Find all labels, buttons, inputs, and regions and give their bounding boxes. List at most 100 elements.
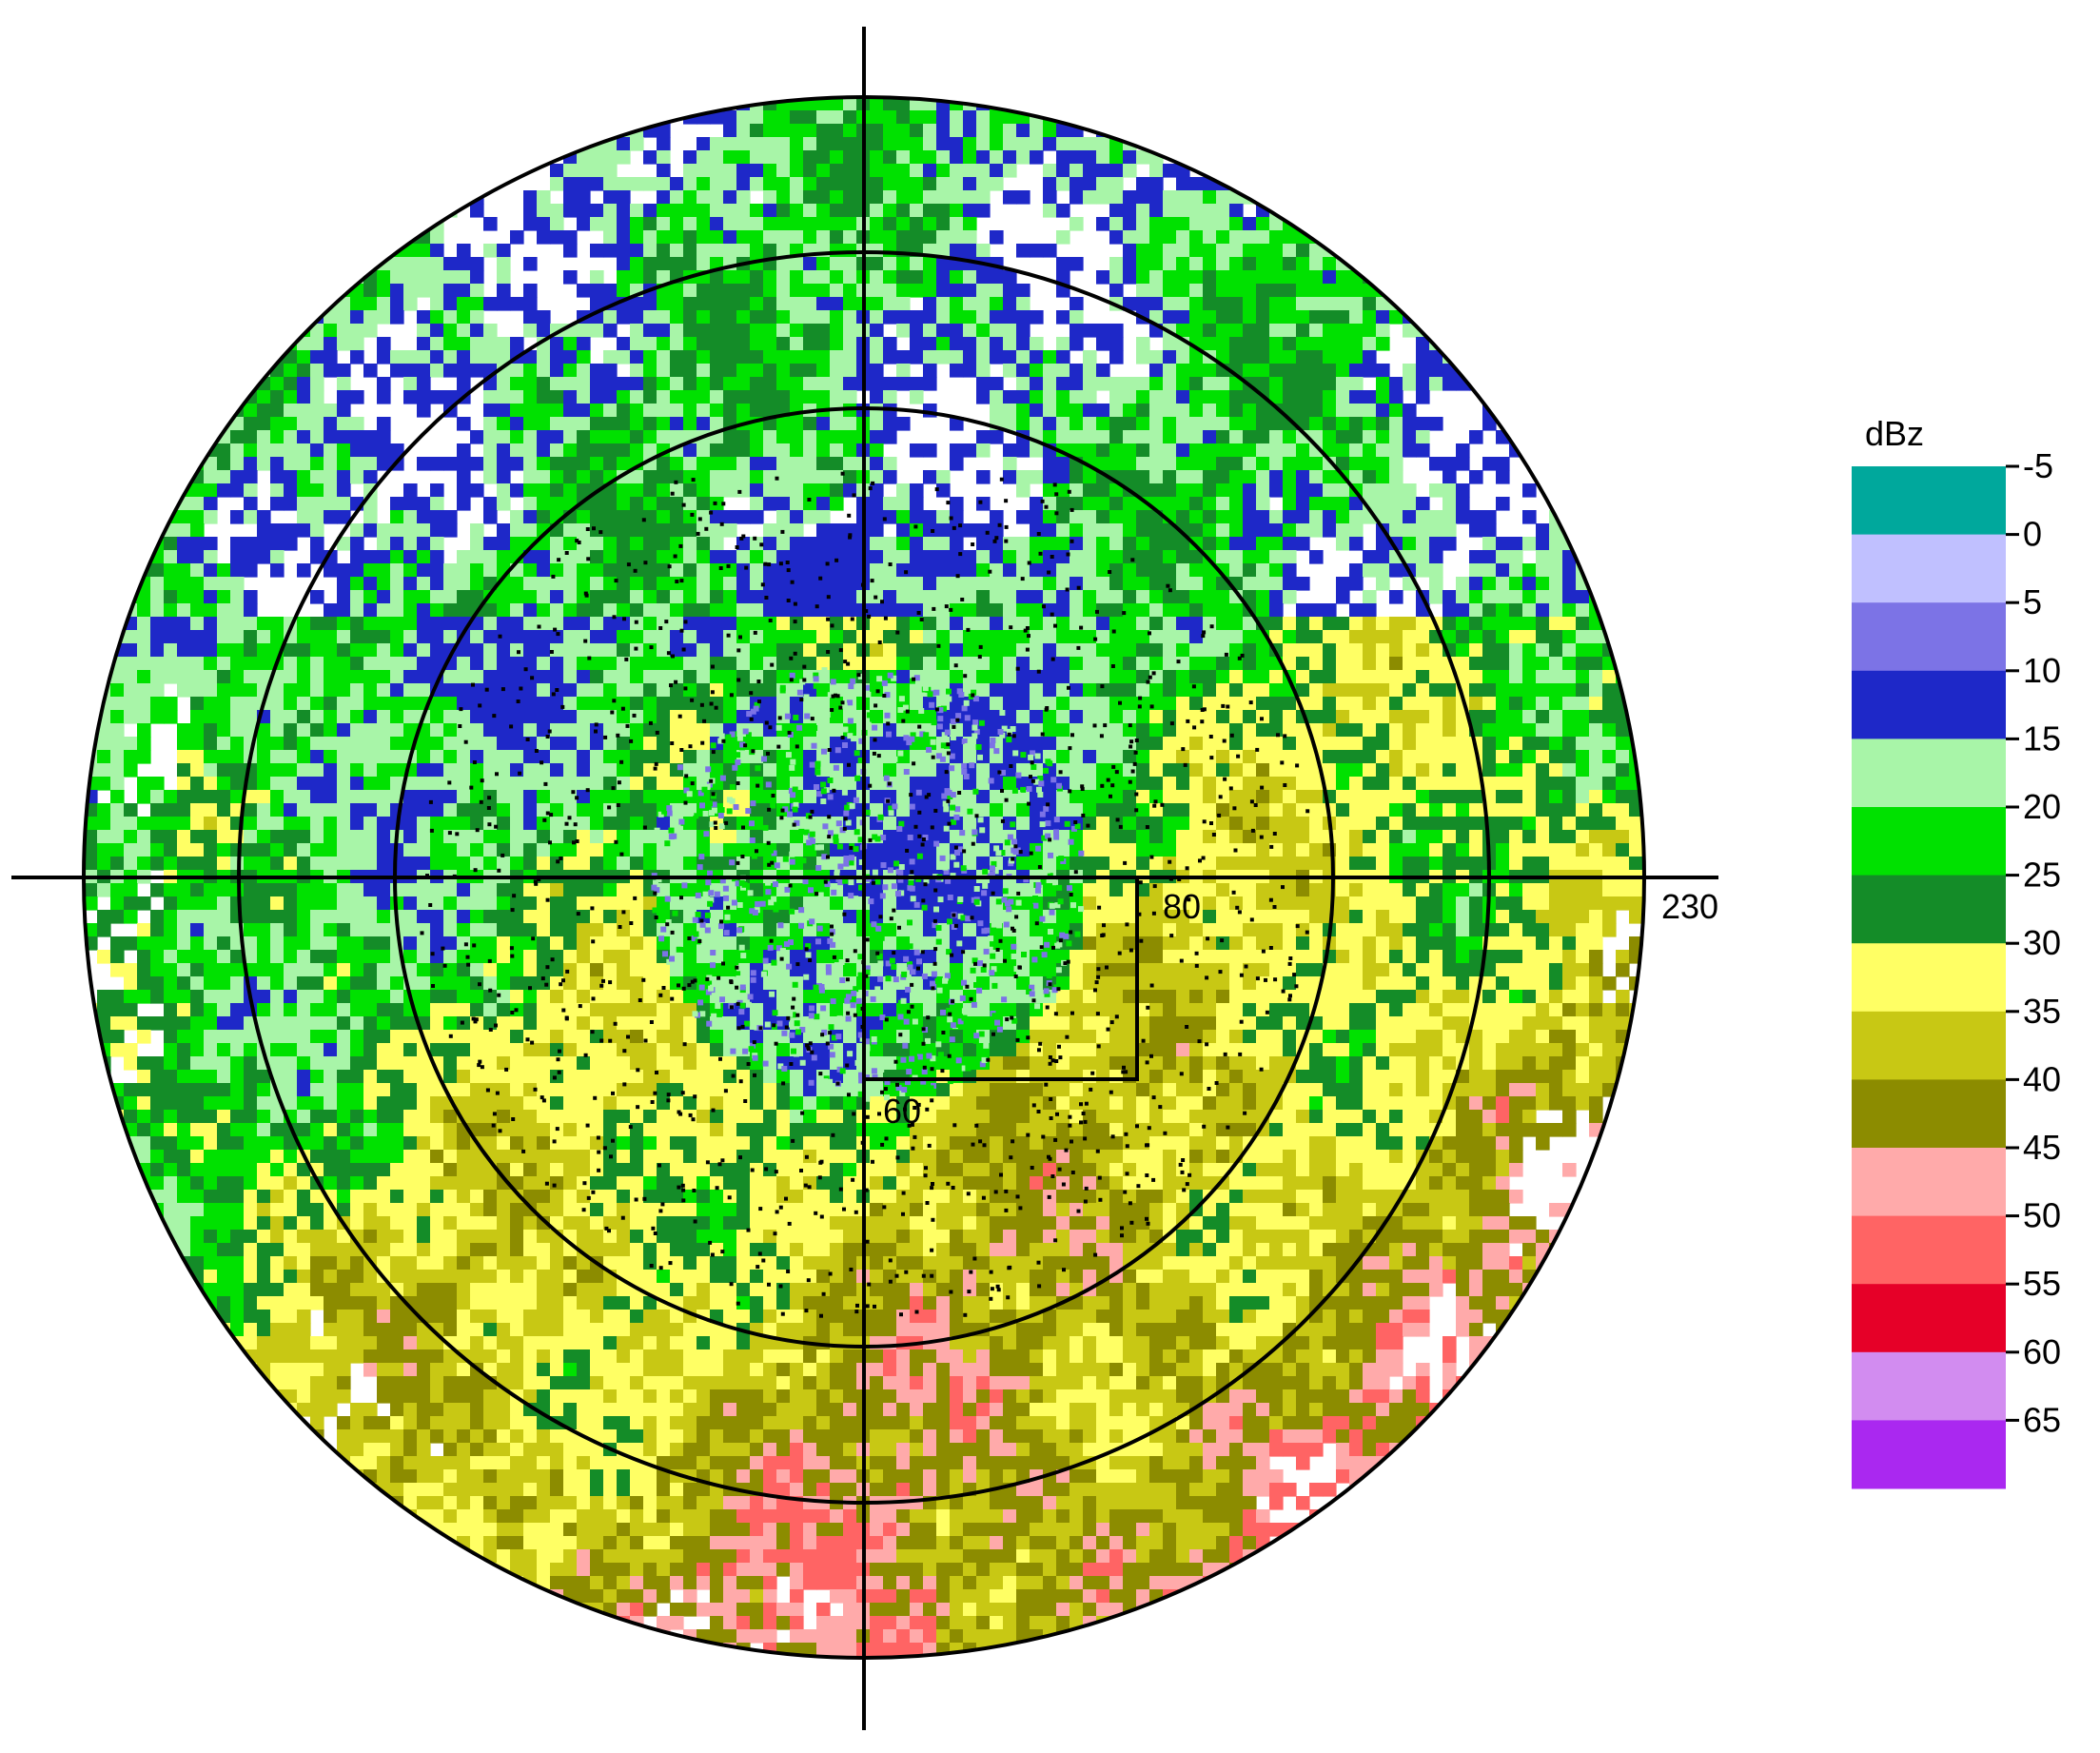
echo-cell: [750, 470, 764, 484]
echo-cell: [1536, 523, 1550, 538]
echo-cell: [483, 430, 498, 444]
echo-cell: [603, 563, 618, 578]
echo-cell: [377, 310, 391, 325]
echo-cell: [1229, 270, 1244, 285]
echo-cell: [297, 750, 311, 764]
echo-cell: [657, 857, 671, 871]
echo-cell: [257, 457, 271, 471]
echo-cell: [550, 204, 564, 218]
echo-cell: [1309, 297, 1324, 311]
echo-cell: [1323, 630, 1337, 644]
echo-cell: [816, 97, 831, 111]
echo-cell: [443, 737, 458, 751]
echo-cell: [257, 430, 271, 444]
echo-cell: [1189, 790, 1204, 804]
echo-cell: [790, 137, 804, 151]
echo-cell: [1256, 257, 1270, 271]
echo-cell: [150, 617, 165, 631]
echo-cell: [1269, 817, 1284, 831]
echo-cell: [1163, 683, 1177, 698]
echo-cell: [1096, 324, 1110, 338]
echo-cell: [497, 617, 511, 631]
echo-cell: [910, 590, 924, 604]
echo-cell: [1469, 523, 1483, 538]
echo-cell: [1083, 470, 1097, 484]
echo-cell: [1136, 190, 1150, 205]
echo-cell: [1536, 683, 1550, 698]
echo-cell: [750, 337, 764, 351]
echo-cell: [790, 523, 804, 538]
echo-cell: [124, 577, 138, 591]
echo-cell: [1109, 230, 1124, 245]
echo-cell: [883, 297, 897, 311]
echo-cell: [1376, 817, 1390, 831]
echo-cell: [896, 537, 911, 551]
echo-cell: [976, 617, 991, 631]
echo-cell: [1323, 763, 1337, 778]
echo-cell: [204, 710, 218, 724]
echo-cell: [217, 697, 231, 711]
echo-cell: [1363, 550, 1377, 564]
echo-cell: [1016, 737, 1030, 751]
echo-cell: [723, 204, 737, 218]
echo-cell: [1576, 697, 1590, 711]
echo-cell: [270, 857, 285, 871]
echo-cell: [816, 590, 831, 604]
echo-cell: [1189, 670, 1204, 684]
echo-cell: [497, 404, 511, 418]
echo-cell: [816, 457, 831, 471]
echo-cell: [1562, 590, 1577, 604]
echo-cell: [563, 457, 578, 471]
echo-cell: [763, 710, 777, 724]
echo-cell: [790, 430, 804, 444]
echo-cell: [723, 244, 737, 258]
echo-cell: [870, 150, 884, 165]
echo-cell: [350, 537, 364, 551]
echo-cell: [310, 683, 324, 698]
echo-cell: [910, 217, 924, 231]
echo-cell: [683, 843, 697, 857]
echo-cell: [683, 483, 697, 498]
echo-cell: [110, 843, 125, 857]
echo-cell: [1576, 750, 1590, 764]
echo-cell: [430, 284, 444, 298]
echo-cell: [377, 737, 391, 751]
echo-cell: [683, 364, 697, 378]
echo-cell: [710, 550, 724, 564]
echo-cell: [617, 817, 631, 831]
echo-cell: [936, 657, 951, 671]
echo-cell: [510, 510, 524, 524]
echo-cell: [430, 777, 444, 791]
echo-cell: [1389, 590, 1403, 604]
echo-cell: [1109, 590, 1124, 604]
echo-cell: [244, 843, 258, 857]
echo-cell: [1136, 404, 1150, 418]
echo-cell: [843, 457, 857, 471]
echo-cell: [1229, 643, 1244, 658]
echo-cell: [1203, 790, 1217, 804]
echo-cell: [697, 417, 711, 431]
echo-cell: [670, 843, 684, 857]
echo-cell: [1083, 643, 1097, 658]
echo-cell: [443, 510, 458, 524]
echo-cell: [310, 843, 324, 857]
echo-cell: [1536, 603, 1550, 618]
echo-cell: [790, 497, 804, 511]
echo-cell: [670, 523, 684, 538]
echo-cell: [670, 417, 684, 431]
echo-cell: [990, 337, 1004, 351]
echo-cell: [1176, 457, 1190, 471]
echo-cell: [603, 457, 618, 471]
echo-cell: [497, 457, 511, 471]
echo-cell: [1269, 297, 1284, 311]
echo-cell: [417, 817, 431, 831]
echo-cell: [457, 710, 471, 724]
echo-cell: [643, 244, 657, 258]
echo-cell: [1203, 497, 1217, 511]
echo-cell: [1522, 710, 1537, 724]
echo-cell: [763, 483, 777, 498]
echo-cell: [736, 763, 751, 778]
echo-cell: [470, 257, 484, 271]
echo-cell: [164, 817, 178, 831]
echo-cell: [710, 763, 724, 778]
